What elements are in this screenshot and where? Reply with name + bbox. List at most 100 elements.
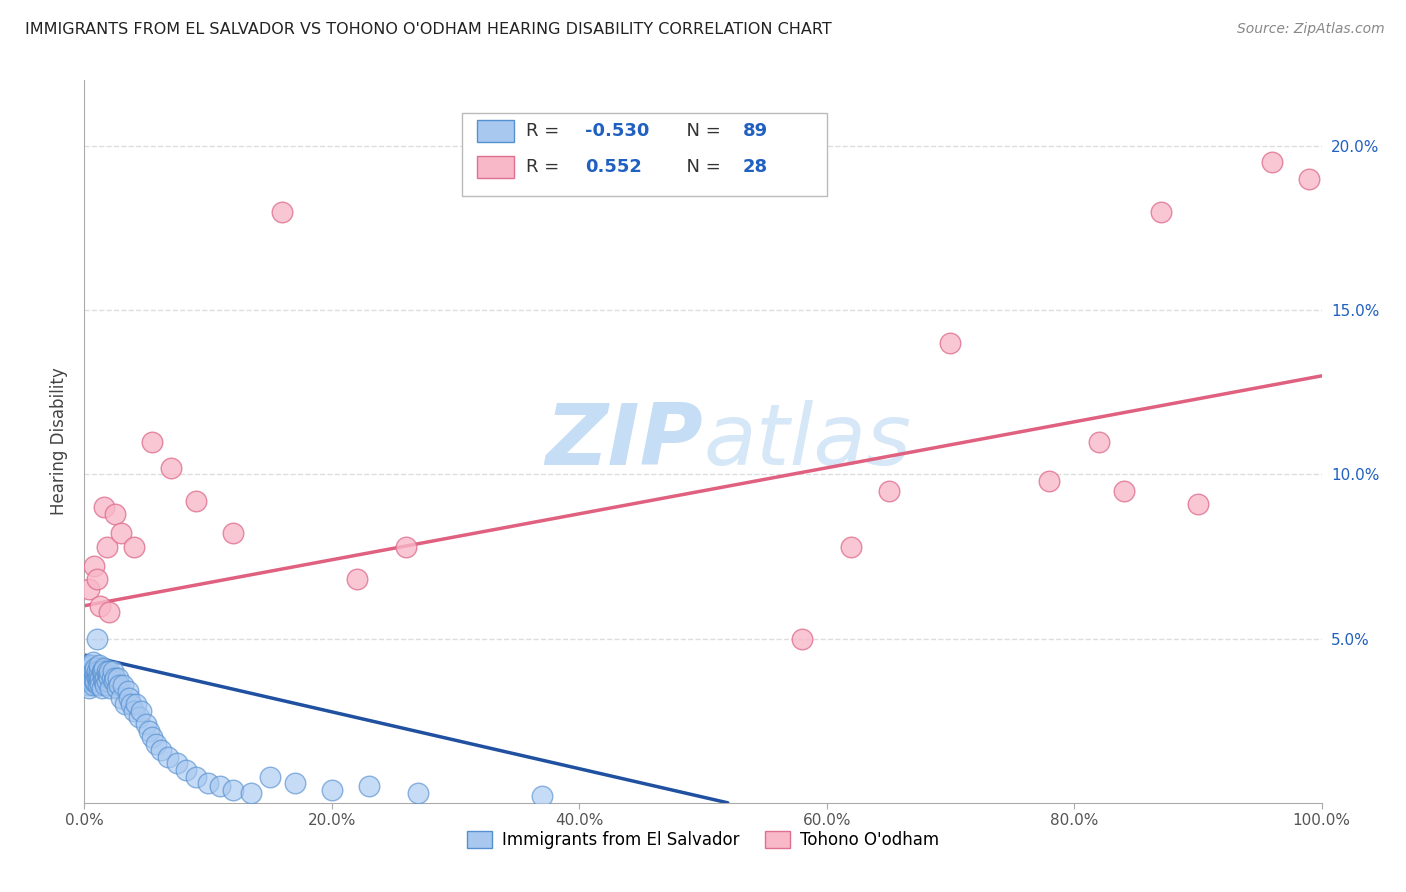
Point <box>82 671 104 685</box>
Point <box>83 674 105 689</box>
Point <box>89 671 111 685</box>
Point <box>76 665 98 679</box>
Point <box>96 540 118 554</box>
Point <box>114 698 136 712</box>
Point <box>174 763 197 777</box>
Point <box>110 690 132 705</box>
Point <box>184 770 207 784</box>
Point <box>86 632 108 646</box>
Point <box>76 657 98 672</box>
Point <box>83 665 105 679</box>
FancyBboxPatch shape <box>461 112 827 196</box>
Text: 89: 89 <box>742 122 768 140</box>
Point <box>100 671 122 685</box>
Point <box>79 681 101 695</box>
Point <box>110 526 132 541</box>
Point <box>531 789 554 804</box>
Text: R =: R = <box>526 122 565 140</box>
Text: N =: N = <box>675 122 725 140</box>
Point <box>197 776 219 790</box>
Legend: Immigrants from El Salvador, Tohono O'odham: Immigrants from El Salvador, Tohono O'od… <box>461 824 945 856</box>
Point <box>939 336 962 351</box>
Text: -0.530: -0.530 <box>585 122 650 140</box>
Point <box>117 684 139 698</box>
Text: ZIP: ZIP <box>546 400 703 483</box>
Point <box>184 493 207 508</box>
Point <box>91 671 114 685</box>
Point <box>1088 434 1111 449</box>
Point <box>259 770 281 784</box>
Point <box>877 483 900 498</box>
Point <box>96 674 118 689</box>
Point <box>82 665 104 679</box>
Point <box>89 674 111 689</box>
Point <box>1150 204 1173 219</box>
Point <box>128 710 150 724</box>
Point <box>108 677 131 691</box>
Point <box>107 671 129 685</box>
Point <box>84 667 107 681</box>
FancyBboxPatch shape <box>477 120 513 142</box>
Point <box>284 776 307 790</box>
Point <box>150 743 173 757</box>
Point <box>1187 497 1209 511</box>
Point <box>120 698 142 712</box>
Point <box>271 204 294 219</box>
Point <box>80 667 103 681</box>
Point <box>89 665 111 679</box>
Point <box>80 674 103 689</box>
Point <box>1112 483 1135 498</box>
Point <box>104 671 127 685</box>
Point <box>79 674 101 689</box>
Text: N =: N = <box>675 158 725 176</box>
Point <box>79 661 101 675</box>
Point <box>89 599 111 613</box>
Point <box>77 665 100 679</box>
Point <box>118 690 141 705</box>
Point <box>93 661 115 675</box>
Point <box>1038 474 1060 488</box>
Point <box>111 677 134 691</box>
Point <box>89 677 111 691</box>
Point <box>93 500 115 515</box>
Point <box>82 677 104 691</box>
Point <box>135 717 157 731</box>
Point <box>90 665 112 679</box>
Point <box>98 665 121 679</box>
Point <box>222 782 245 797</box>
Point <box>395 540 418 554</box>
Text: Source: ZipAtlas.com: Source: ZipAtlas.com <box>1237 22 1385 37</box>
Point <box>80 657 103 672</box>
Point <box>321 782 343 797</box>
Point <box>141 434 163 449</box>
Text: R =: R = <box>526 158 571 176</box>
Text: IMMIGRANTS FROM EL SALVADOR VS TOHONO O'ODHAM HEARING DISABILITY CORRELATION CHA: IMMIGRANTS FROM EL SALVADOR VS TOHONO O'… <box>25 22 832 37</box>
Point <box>93 674 115 689</box>
Point <box>145 737 167 751</box>
Point <box>87 677 110 691</box>
Point <box>86 665 108 679</box>
Text: atlas: atlas <box>703 400 911 483</box>
Point <box>79 657 101 672</box>
Point <box>103 674 125 689</box>
Point <box>79 665 101 679</box>
Point <box>122 704 145 718</box>
Point <box>98 671 121 685</box>
Point <box>77 657 100 672</box>
Point <box>97 667 120 681</box>
Point <box>98 605 121 619</box>
Point <box>86 671 108 685</box>
Point <box>94 671 117 685</box>
Point <box>82 655 104 669</box>
Text: 28: 28 <box>742 158 768 176</box>
Point <box>101 665 124 679</box>
Point <box>84 661 107 675</box>
Point <box>79 671 101 685</box>
Text: 0.552: 0.552 <box>585 158 643 176</box>
Point <box>346 573 368 587</box>
Point <box>408 786 430 800</box>
Point <box>83 671 105 685</box>
Y-axis label: Hearing Disability: Hearing Disability <box>51 368 69 516</box>
Point <box>79 671 101 685</box>
Point <box>87 671 110 685</box>
